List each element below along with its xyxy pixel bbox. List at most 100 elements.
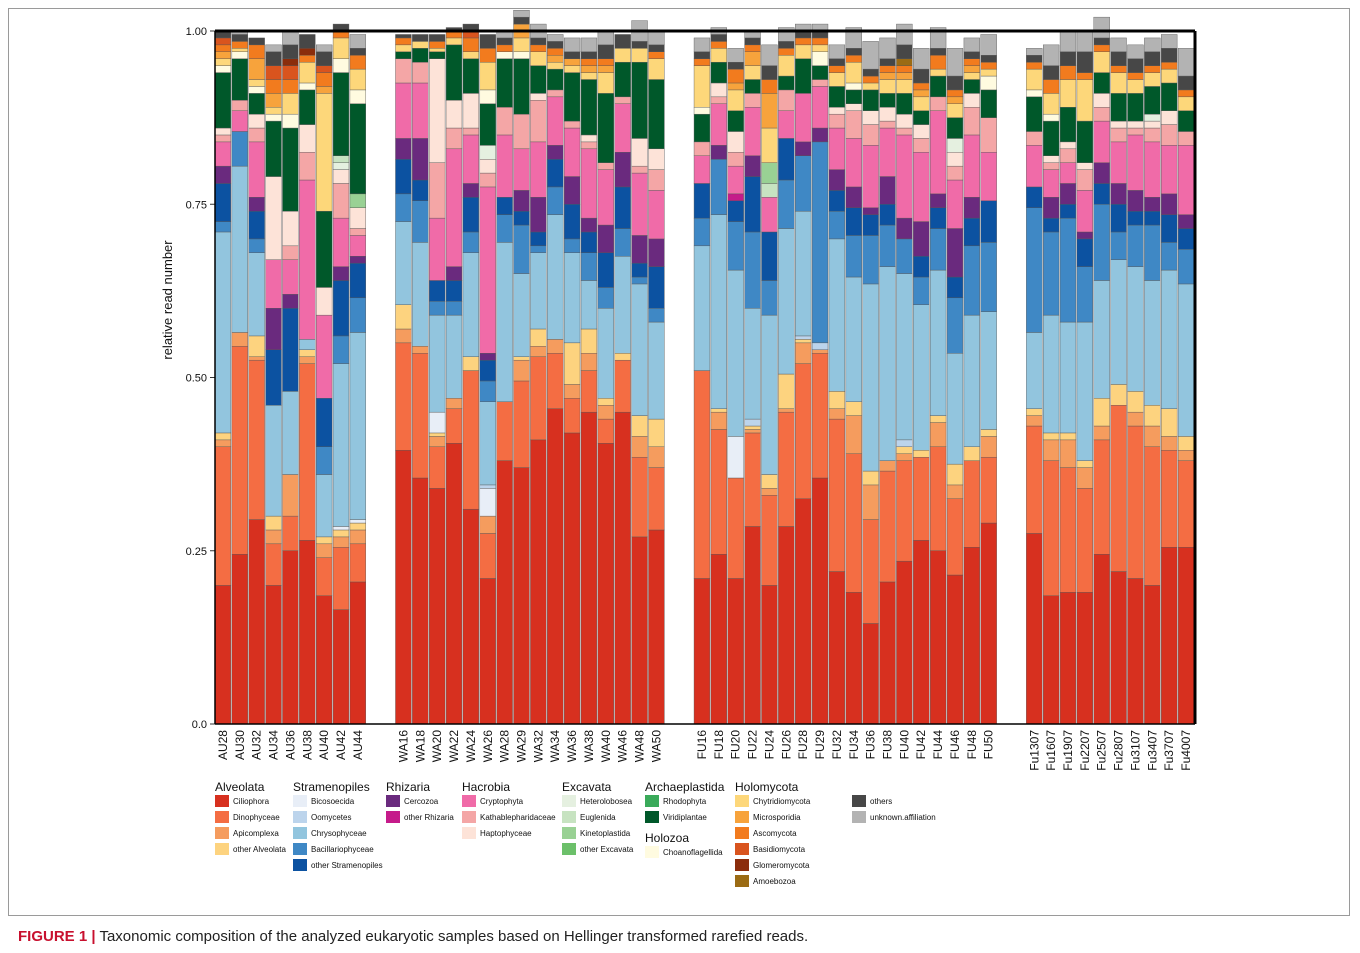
bar-segment — [316, 93, 333, 212]
bar-segment — [332, 547, 350, 610]
bar-segment — [282, 515, 299, 551]
bar-segment — [761, 474, 778, 489]
bar-segment — [412, 82, 429, 139]
bar-segment — [1093, 183, 1110, 205]
bar-segment — [530, 197, 547, 233]
x-tick-label: Fu3407 — [1145, 730, 1159, 771]
bar-segment — [913, 256, 930, 278]
bar-segment — [1161, 242, 1178, 271]
bar-segment — [1076, 238, 1093, 267]
bar-segment — [1076, 162, 1093, 170]
legend-group-title: Holozoa — [645, 831, 689, 845]
bar-segment — [597, 44, 614, 59]
bar-segment — [614, 152, 631, 188]
bar-segment — [547, 48, 564, 56]
bar-segment — [316, 314, 333, 399]
bar-segment — [412, 242, 429, 347]
bar-segment — [929, 550, 947, 725]
bar-segment — [563, 238, 581, 253]
bar-segment — [1093, 93, 1110, 108]
bar-segment — [265, 585, 282, 725]
bar-segment — [648, 148, 665, 170]
bar-segment — [1042, 231, 1060, 316]
bar-segment — [332, 183, 350, 219]
bar-segment — [513, 380, 530, 468]
x-tick-label: FU18 — [712, 730, 726, 760]
bar-segment — [513, 58, 530, 115]
bar-segment — [693, 370, 711, 579]
bar-segment — [429, 488, 446, 725]
bar-segment — [727, 200, 744, 222]
bar-segment — [395, 44, 412, 52]
bar-segment — [580, 217, 598, 233]
legend-swatch — [293, 795, 307, 807]
bar-segment — [614, 228, 631, 257]
legend-swatch — [215, 827, 229, 839]
bar-segment — [896, 217, 913, 240]
bar-segment — [963, 65, 980, 73]
bar-segment — [547, 353, 564, 409]
bar-segment — [1042, 217, 1060, 233]
bar-segment — [862, 124, 879, 146]
bar-segment — [547, 68, 564, 91]
bar-segment — [845, 27, 862, 49]
bar-segment — [530, 141, 547, 198]
bar-segment — [980, 68, 997, 77]
bar-segment — [1026, 68, 1043, 91]
x-tick-label: FU46 — [948, 730, 962, 760]
bar-segment — [563, 398, 581, 434]
bar-segment — [445, 266, 463, 281]
bar-segment — [597, 252, 614, 288]
bar-segment — [879, 224, 896, 267]
bar-segment — [248, 252, 265, 337]
bar-segment — [282, 474, 299, 517]
legend-swatch — [293, 827, 307, 839]
legend-label: Rhodophyta — [663, 797, 707, 806]
bar-segment — [530, 231, 547, 247]
legend-swatch — [386, 811, 400, 823]
bar-segment — [547, 159, 564, 188]
bar-segment — [913, 124, 930, 139]
bar-segment — [248, 359, 265, 520]
bar-segment — [727, 578, 744, 725]
bar-segment — [1177, 145, 1195, 215]
bar-segment — [496, 107, 513, 136]
legend-label: unknown.affiliation — [870, 813, 936, 822]
bar-segment — [946, 463, 964, 486]
bar-segment — [597, 418, 614, 444]
bar-segment — [248, 127, 265, 143]
bar-segment — [1042, 44, 1060, 66]
bar-segment — [332, 169, 350, 184]
x-tick-label: AU32 — [250, 730, 264, 760]
bar-segment — [462, 356, 480, 371]
bar-segment — [445, 443, 463, 725]
bar-segment — [1076, 79, 1093, 122]
bar-segment — [214, 127, 232, 136]
bar-segment — [862, 145, 879, 208]
bar-segment — [929, 415, 947, 423]
bar-segment — [946, 498, 964, 576]
bar-segment — [231, 110, 248, 132]
bar-segment — [332, 72, 350, 156]
bar-segment — [1026, 55, 1043, 63]
legend-swatch — [215, 795, 229, 807]
legend-swatch — [462, 811, 476, 823]
bar-segment — [727, 89, 744, 111]
bar-segment — [693, 578, 711, 725]
bar-segment — [862, 519, 879, 624]
bar-segment — [299, 89, 316, 125]
bar-segment — [563, 72, 581, 122]
x-tick-label: WA20 — [430, 730, 444, 763]
bar-segment — [395, 328, 412, 344]
bar-segment — [896, 134, 913, 219]
bar-segment — [744, 231, 761, 309]
bar-segment — [513, 224, 530, 274]
bar-segment — [1026, 415, 1043, 427]
bar-segment — [896, 72, 913, 80]
legend-swatch — [215, 843, 229, 855]
bar-segment — [563, 37, 581, 52]
bar-segment — [1177, 48, 1195, 77]
bar-segment — [248, 58, 265, 80]
bar-segment — [248, 519, 265, 725]
bar-segment — [265, 65, 282, 80]
